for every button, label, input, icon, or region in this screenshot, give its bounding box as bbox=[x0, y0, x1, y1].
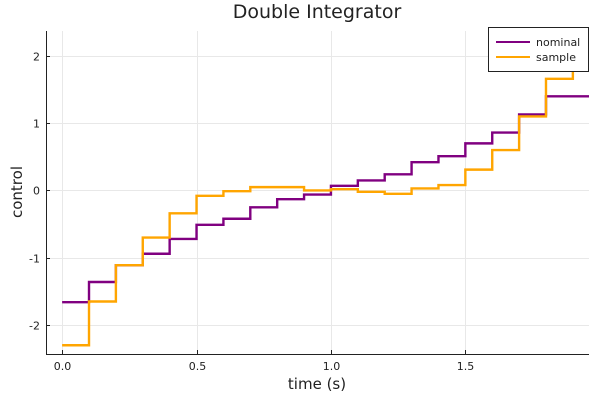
chart-title: Double Integrator bbox=[233, 1, 402, 23]
y-tick-label: -1 bbox=[29, 253, 40, 266]
legend-box bbox=[488, 27, 589, 72]
legend-label-nominal: nominal bbox=[536, 36, 580, 49]
legend: nominal sample bbox=[488, 27, 589, 72]
y-tick-label: 2 bbox=[33, 51, 40, 64]
x-tick-label: 1.5 bbox=[457, 360, 475, 373]
x-tick-label: 1.0 bbox=[323, 360, 341, 373]
series-line-nominal bbox=[62, 95, 589, 304]
y-tick-label: -2 bbox=[29, 320, 40, 333]
x-tick-label: 0.5 bbox=[189, 360, 207, 373]
axes bbox=[46, 31, 589, 355]
y-axis-label: control bbox=[8, 166, 26, 218]
ticks: 0.0 0.5 1.0 1.5 -2 -1 0 1 2 bbox=[29, 51, 474, 374]
y-tick-label: 0 bbox=[33, 185, 40, 198]
series-line-sample bbox=[62, 53, 589, 347]
x-axis-label: time (s) bbox=[288, 375, 346, 393]
legend-label-sample: sample bbox=[536, 51, 576, 64]
x-tick-label: 0.0 bbox=[54, 360, 72, 373]
y-tick-label: 1 bbox=[33, 118, 40, 131]
grid bbox=[46, 31, 589, 354]
series-layer bbox=[62, 53, 589, 347]
